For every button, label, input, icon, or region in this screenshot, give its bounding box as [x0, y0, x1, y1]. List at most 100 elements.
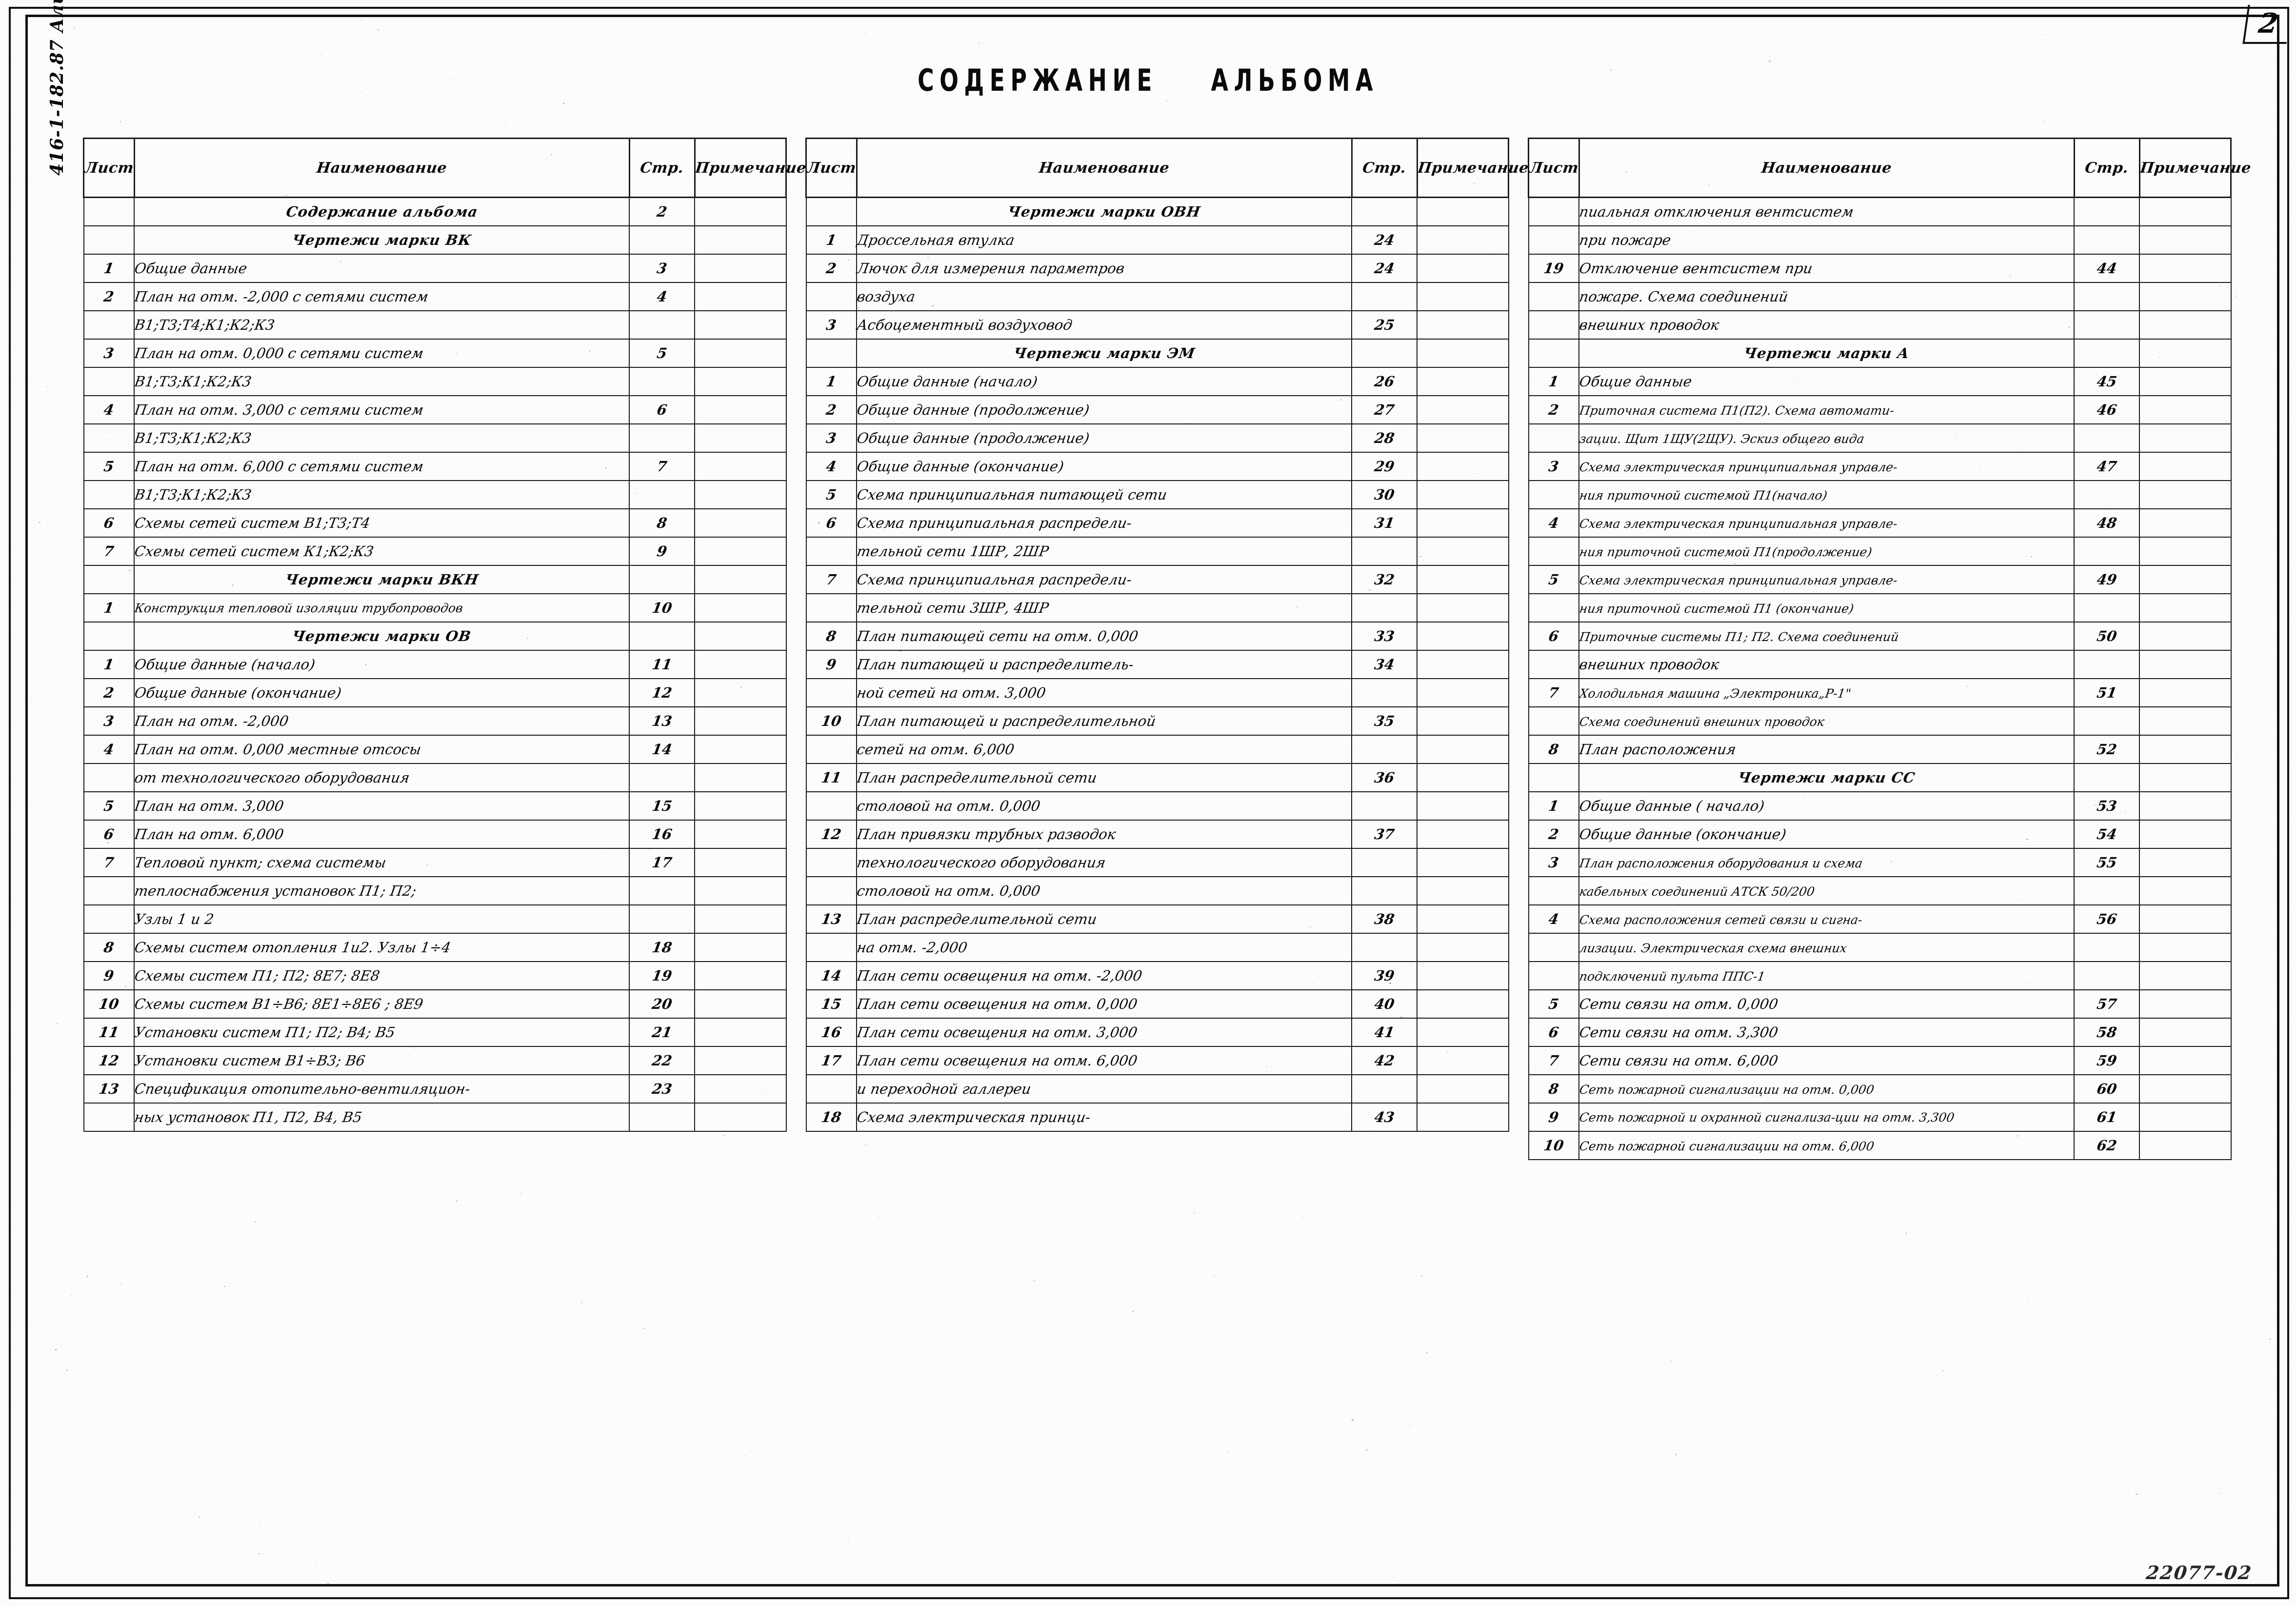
row-note	[1417, 905, 1508, 933]
table-row: 9 План питающей и распределитель- 34	[806, 650, 1509, 679]
row-title: подключений пульта ППС-1	[1579, 962, 2074, 990]
row-sheet-number: 16	[806, 1018, 857, 1046]
row-note	[2139, 792, 2231, 820]
row-title: пожаре. Схема соединений	[1579, 282, 2074, 311]
row-sheet-number: 4	[806, 452, 857, 481]
row-title: при пожаре	[1579, 226, 2074, 254]
row-sheet-number: 4	[84, 735, 135, 763]
row-page-number	[1352, 339, 1417, 367]
row-note	[2139, 877, 2231, 905]
row-sheet-number: 6	[1529, 622, 1579, 650]
row-note	[2139, 962, 2231, 990]
column-header-sheet: Лист	[1525, 139, 1583, 198]
row-title: воздуха	[857, 282, 1352, 311]
row-sheet-number	[84, 481, 135, 509]
row-note	[1417, 198, 1508, 226]
row-note	[695, 679, 786, 707]
row-page-number: 15	[629, 792, 695, 820]
table-row: Схема соединений внешних проводок	[1529, 707, 2231, 735]
row-sheet-number: 8	[806, 622, 857, 650]
table-row: Чертежи марки СС	[1529, 763, 2231, 792]
table-row: 6 Схемы сетей систем В1;Т3;Т4 8	[84, 509, 786, 537]
row-note	[1417, 1046, 1508, 1075]
table-row: 1 Общие данные (начало) 11	[84, 650, 786, 679]
table-row: 3 План на отм. -2,000 13	[84, 707, 786, 735]
row-note	[1417, 679, 1508, 707]
row-note	[2139, 735, 2231, 763]
row-title: зации. Щит 1ЩУ(2ЩУ). Эскиз общего вида	[1579, 424, 2074, 452]
table-row: 8 Сеть пожарной сигнализации на отм. 0,00…	[1529, 1075, 2231, 1103]
row-note	[2139, 311, 2231, 339]
row-page-number: 21	[629, 1018, 695, 1046]
row-page-number	[1352, 792, 1417, 820]
row-title: лизации. Электрическая схема внешних	[1579, 933, 2074, 962]
table-row: 10 Схемы систем В1÷В6; 8Е1÷8Е6 ; 8Е9 20	[84, 990, 786, 1018]
table-row: и переходной галлереи	[806, 1075, 1509, 1103]
row-sheet-number: 6	[806, 509, 857, 537]
row-title: Схема расположения сетей связи и сигна-	[1579, 905, 2074, 933]
row-sheet-number	[1529, 311, 1579, 339]
column-header-page: Стр.	[626, 139, 699, 198]
row-sheet-number: 9	[84, 962, 135, 990]
row-sheet-number: 7	[84, 537, 135, 565]
row-title: ных установок П1, П2, В4, В5	[134, 1103, 629, 1131]
row-sheet-number: 6	[84, 820, 135, 848]
table-row: 2 Общие данные (окончание) 12	[84, 679, 786, 707]
column-header-name: Наименование	[1576, 139, 2078, 198]
row-title: ния приточной системой П1(начало)	[1579, 481, 2074, 509]
table-row: 4 План на отм. 0,000 местные отсосы 14	[84, 735, 786, 763]
row-title: Конструкция тепловой изоляции трубопрово…	[134, 594, 629, 622]
row-note	[1417, 650, 1508, 679]
row-page-number	[1352, 735, 1417, 763]
row-title: В1;Т3;К1;К2;К3	[134, 424, 629, 452]
row-title: Чертежи марки ВКН	[134, 565, 629, 594]
row-sheet-number: 1	[1529, 367, 1579, 396]
row-note	[1417, 820, 1508, 848]
row-page-number: 50	[2074, 622, 2139, 650]
row-title: Сеть пожарной сигнализации на отм. 6,000	[1579, 1131, 2074, 1160]
table-row: 6 Приточные системы П1; П2. Схема соедине…	[1529, 622, 2231, 650]
row-note	[2139, 933, 2231, 962]
row-page-number	[1352, 537, 1417, 565]
table-row: В1;Т3;Т4;К1;К2;К3	[84, 311, 786, 339]
row-title: от технологического оборудования	[134, 763, 629, 792]
table-row: 5 Схема принципиальная питающей сети 30	[806, 481, 1509, 509]
row-note	[2139, 198, 2231, 226]
row-title: Приточная система П1(П2). Схема автомати…	[1579, 396, 2074, 424]
table-row: 3 Асбоцементный воздуховод 25	[806, 311, 1509, 339]
row-page-number: 25	[1352, 311, 1417, 339]
row-title: Приточные системы П1; П2. Схема соединен…	[1579, 622, 2074, 650]
row-page-number: 59	[2074, 1046, 2139, 1075]
table-row: 11 План распределительной сети 36	[806, 763, 1509, 792]
row-page-number	[2074, 424, 2139, 452]
row-title: План на отм. 0,000 с сетями систем	[134, 339, 629, 367]
row-page-number: 32	[1352, 565, 1417, 594]
row-title: Схема электрическая принципиальная управ…	[1579, 565, 2074, 594]
row-title: Сети связи на отм. 6,000	[1579, 1046, 2074, 1075]
table-row: Чертежи марки А	[1529, 339, 2231, 367]
row-page-number: 13	[629, 707, 695, 735]
row-sheet-number: 2	[806, 254, 857, 282]
row-page-number	[629, 1103, 695, 1131]
table-row: 7 Сети связи на отм. 6,000 59	[1529, 1046, 2231, 1075]
table-row: 14 План сети освещения на отм. -2,000 39	[806, 962, 1509, 990]
row-page-number	[629, 622, 695, 650]
table-row: 1 Общие данные 3	[84, 254, 786, 282]
contents-columns: Лист Наименование Стр. Примечание Содержание…	[83, 138, 2232, 1160]
row-title: Чертежи марки ОВН	[857, 198, 1352, 226]
row-sheet-number	[84, 877, 135, 905]
table-row: столовой на отм. 0,000	[806, 792, 1509, 820]
row-note	[695, 1075, 786, 1103]
row-sheet-number	[806, 792, 857, 820]
row-page-number	[2074, 282, 2139, 311]
row-title: План на отм. 3,000	[134, 792, 629, 820]
row-page-number	[1352, 594, 1417, 622]
table-row: ния приточной системой П1(начало)	[1529, 481, 2231, 509]
row-note	[695, 396, 786, 424]
row-title: внешних проводок	[1579, 311, 2074, 339]
row-page-number: 28	[1352, 424, 1417, 452]
row-note	[695, 792, 786, 820]
row-page-number: 53	[2074, 792, 2139, 820]
row-note	[2139, 1075, 2231, 1103]
row-title: ния приточной системой П1 (окончание)	[1579, 594, 2074, 622]
